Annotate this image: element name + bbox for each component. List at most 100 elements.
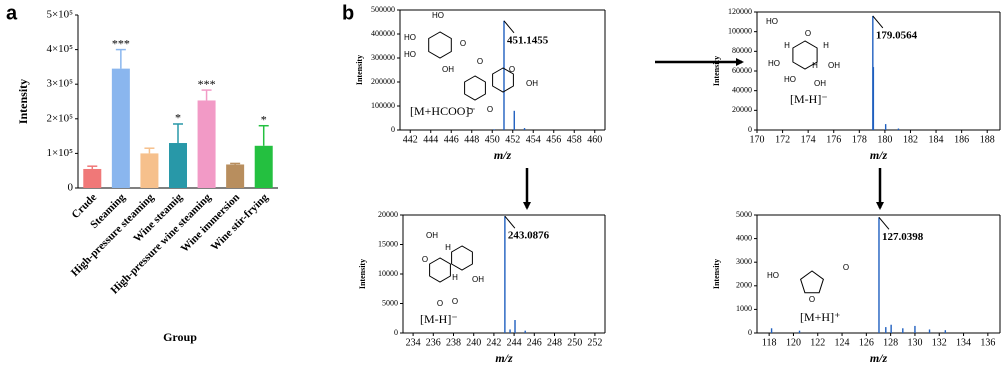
x-tick-label: 184 xyxy=(929,134,944,145)
x-tick-label: 118 xyxy=(762,337,777,348)
bar xyxy=(254,145,273,188)
structure-atom: HO xyxy=(404,50,416,59)
y-tick-label: 500000 xyxy=(371,5,395,14)
x-tick-label: 250 xyxy=(567,337,582,348)
structure-atom: OH xyxy=(442,65,454,74)
x-tick-label: 240 xyxy=(466,337,481,348)
x-tick-label: 450 xyxy=(485,134,500,145)
structure-bond xyxy=(792,40,818,70)
structure-bond xyxy=(428,31,452,59)
x-tick-label: 454 xyxy=(526,134,541,145)
x-tick-label: 244 xyxy=(507,337,522,348)
structure-atom: OH xyxy=(814,79,826,88)
x-tick-label: 186 xyxy=(954,134,969,145)
structure-atom: H xyxy=(452,273,458,282)
x-tick-label: 136 xyxy=(980,337,995,348)
x-tick-label: 236 xyxy=(426,337,441,348)
y-tick-label: 400000 xyxy=(371,29,395,38)
peak-label: 127.0398 xyxy=(882,231,924,243)
y-tick-label: 3×10⁵ xyxy=(46,78,73,90)
x-tick-label: 248 xyxy=(547,337,562,348)
x-tick-label: 170 xyxy=(750,134,765,145)
y-tick-label: 60000 xyxy=(732,66,752,75)
structure-atom: HO xyxy=(432,11,444,20)
y-tick-label: 4000 xyxy=(736,233,752,242)
peak-label: 243.0876 xyxy=(508,230,550,242)
peak-pointer xyxy=(878,217,890,230)
y-axis-label: Intensity xyxy=(355,55,364,85)
x-tick-label: 444 xyxy=(423,134,438,145)
x-tick-label: 182 xyxy=(903,134,918,145)
bar xyxy=(169,143,187,188)
structure-atom: O xyxy=(452,297,458,306)
structure-bond xyxy=(429,257,451,283)
peak-pointer xyxy=(504,215,516,229)
bar xyxy=(111,68,130,188)
significance: * xyxy=(261,112,267,126)
ion-label: [M-H]⁻ xyxy=(790,92,828,106)
ion-label: [M+H]⁺ xyxy=(800,310,840,324)
x-tick-label: 458 xyxy=(567,134,582,145)
x-tick-label: 242 xyxy=(486,337,501,348)
structure-atom: HO xyxy=(404,33,416,42)
structure-atom: OH xyxy=(526,79,538,88)
structure-atom: OH xyxy=(828,61,840,70)
x-tick-label: 238 xyxy=(446,337,461,348)
y-tick-label: 5000 xyxy=(736,210,752,219)
structure-bond xyxy=(800,270,824,294)
y-tick-label: 0 xyxy=(748,328,752,337)
x-tick-label: 130 xyxy=(907,337,922,348)
x-tick-label: 442 xyxy=(403,134,418,145)
structure-atom: H xyxy=(445,243,451,252)
bar xyxy=(226,164,245,188)
peak-pointer xyxy=(872,15,884,29)
bar xyxy=(140,153,159,188)
x-tick-label: 128 xyxy=(883,337,898,348)
structure-atom: O xyxy=(422,255,428,264)
y-tick-label: 3000 xyxy=(736,257,752,266)
peak-label: 451.1455 xyxy=(507,34,549,46)
structure-atom: OH xyxy=(426,231,438,240)
x-axis-label: m/z xyxy=(494,148,512,162)
x-tick-label: 132 xyxy=(932,337,947,348)
structure-atom: O xyxy=(805,29,811,38)
ion-label: [M-H]⁻ xyxy=(420,312,458,326)
y-tick-label: 100000 xyxy=(371,101,395,110)
y-tick-label: 20000 xyxy=(732,105,752,114)
y-tick-label: 5000 xyxy=(382,298,398,307)
x-tick-label: 452 xyxy=(505,134,520,145)
structure-bond xyxy=(464,75,486,101)
significance: *** xyxy=(198,77,216,91)
y-tick-label: 120000 xyxy=(728,7,752,16)
significance: * xyxy=(175,111,181,125)
structure-atom: O xyxy=(477,57,483,66)
structure-atom: O xyxy=(809,295,815,304)
y-axis-label: Intensity xyxy=(712,56,721,86)
x-tick-label: 174 xyxy=(801,134,816,145)
bar xyxy=(83,168,102,188)
x-tick-label: 178 xyxy=(852,134,867,145)
y-axis-label: Intensity xyxy=(358,259,367,289)
y-axis-label: Intensity xyxy=(16,79,30,124)
structure-atom: O xyxy=(843,263,849,272)
structure-atom: H xyxy=(823,41,829,50)
y-tick-label: 0 xyxy=(748,125,752,134)
structure-atom: O xyxy=(487,105,493,114)
y-tick-label: 10000 xyxy=(378,269,398,278)
y-tick-label: 4×10⁵ xyxy=(46,43,73,55)
y-tick-label: 200000 xyxy=(371,77,395,86)
y-tick-label: 80000 xyxy=(732,46,752,55)
panel-label: a xyxy=(6,2,18,24)
structure-atom: HO xyxy=(768,59,780,68)
x-tick-label: 180 xyxy=(877,134,892,145)
bar xyxy=(197,100,216,188)
x-axis-label: Group xyxy=(163,330,197,344)
structure-atom: O xyxy=(460,39,466,48)
y-tick-label: 15000 xyxy=(378,239,398,248)
structure-bond xyxy=(492,67,514,93)
x-tick-label: 234 xyxy=(406,337,421,348)
x-tick-label: 172 xyxy=(775,134,790,145)
x-tick-label: 456 xyxy=(546,134,561,145)
structure-atom: HO xyxy=(784,75,796,84)
